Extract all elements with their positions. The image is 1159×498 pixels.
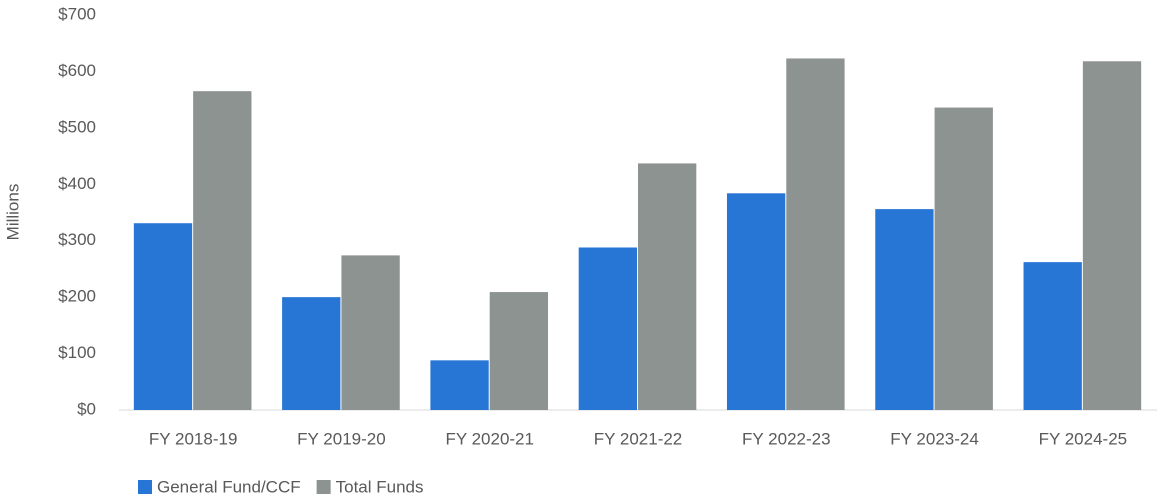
x-tick-label: FY 2022-23 [742, 429, 831, 448]
bar [430, 360, 489, 410]
x-tick-label: FY 2020-21 [445, 429, 534, 448]
bar [1082, 61, 1142, 411]
bar [726, 193, 786, 410]
x-tick-label: FY 2018-19 [149, 429, 238, 448]
y-tick-label: $400 [58, 174, 96, 193]
bar [341, 255, 400, 410]
legend-swatch [138, 480, 152, 494]
y-tick-label: $500 [58, 117, 96, 136]
bar [133, 223, 193, 410]
bar [875, 209, 934, 410]
bar [489, 292, 549, 410]
bar [934, 107, 993, 411]
bar [282, 297, 341, 410]
legend-label: Total Funds [336, 477, 424, 496]
x-tick-label: FY 2023-24 [890, 429, 979, 448]
x-tick-label: FY 2024-25 [1039, 429, 1128, 448]
y-tick-label: $300 [58, 230, 96, 249]
bar [786, 58, 845, 410]
y-tick-label: $700 [58, 4, 96, 23]
x-tick-label: FY 2019-20 [297, 429, 386, 448]
y-tick-label: $0 [77, 399, 96, 418]
legend-label: General Fund/CCF [157, 477, 301, 496]
y-tick-label: $100 [58, 343, 96, 362]
legend-swatch [316, 480, 331, 494]
y-tick-label: $200 [58, 287, 96, 306]
y-tick-label: $600 [58, 61, 96, 80]
y-axis-label: Millions [3, 184, 22, 241]
bar [578, 247, 637, 410]
bar [638, 163, 697, 410]
x-tick-label: FY 2021-22 [594, 429, 683, 448]
bar [1023, 262, 1082, 410]
bar [193, 91, 252, 410]
